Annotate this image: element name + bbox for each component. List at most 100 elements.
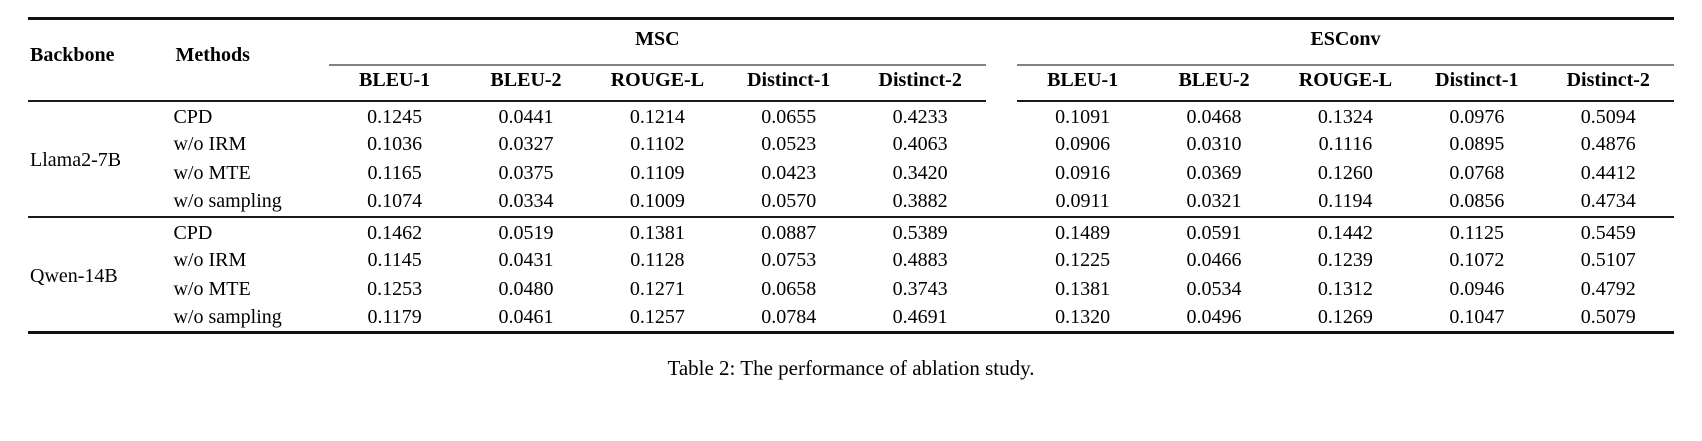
- value-cell: 0.0431: [498, 248, 554, 271]
- value-cell: 0.1109: [630, 161, 685, 184]
- value-cell: 0.1145: [367, 248, 422, 271]
- value-cell: 0.3420: [892, 161, 948, 184]
- method-cell: w/o MTE: [173, 161, 251, 184]
- value-cell: 0.3743: [892, 277, 948, 300]
- table-header: Backbone Methods MSC ESConv BLEU-1 BLEU-…: [28, 18, 1674, 102]
- column-gap: [986, 246, 1017, 275]
- value-cell: 0.1214: [629, 106, 685, 128]
- value-cell: 0.0895: [1449, 132, 1505, 155]
- value-cell: 0.1128: [630, 248, 685, 271]
- value-cell: 0.5389: [892, 222, 948, 244]
- value-cell: 0.5079: [1580, 305, 1636, 328]
- value-cell: 0.0976: [1449, 106, 1505, 128]
- column-header-methods: Methods: [173, 18, 329, 102]
- section-llama2-7b: Llama2-7B CPD 0.1245 0.0441 0.1214 0.065…: [28, 101, 1674, 217]
- column-gap: [986, 130, 1017, 159]
- backbone-cell: Qwen-14B: [30, 264, 118, 287]
- table-row: w/o MTE 0.1165 0.0375 0.1109 0.0423 0.34…: [28, 159, 1674, 188]
- table-row: w/o IRM 0.1036 0.0327 0.1102 0.0523 0.40…: [28, 130, 1674, 159]
- value-cell: 0.0753: [761, 248, 817, 271]
- value-cell: 0.1320: [1055, 305, 1111, 328]
- column-header-msc-bleu2: BLEU-2: [460, 64, 592, 102]
- value-cell: 0.1194: [1318, 190, 1373, 212]
- value-cell: 0.0856: [1449, 190, 1505, 212]
- method-cell: w/o IRM: [173, 248, 247, 271]
- method-cell: w/o sampling: [173, 305, 282, 328]
- value-cell: 0.1074: [367, 190, 423, 212]
- value-cell: 0.1381: [1055, 277, 1111, 300]
- group-header-row: Backbone Methods MSC ESConv: [28, 18, 1674, 102]
- column-header-esconv-bleu2: BLEU-2: [1148, 64, 1280, 102]
- value-cell: 0.0334: [498, 190, 554, 212]
- column-header-backbone: Backbone: [28, 18, 174, 102]
- value-cell: 0.1381: [629, 222, 685, 244]
- value-cell: 0.0570: [761, 190, 817, 212]
- value-cell: 0.0321: [1186, 190, 1242, 212]
- value-cell: 0.1047: [1449, 305, 1505, 328]
- metric-header-row: BLEU-1 BLEU-2 ROUGE-L Distinct-1 Distinc…: [28, 64, 1674, 102]
- value-cell: 0.0375: [498, 161, 554, 184]
- column-header-msc-distinct2: Distinct-2: [854, 64, 986, 102]
- value-cell: 0.1269: [1317, 305, 1373, 328]
- column-gap: [986, 101, 1017, 130]
- group-header-esconv: ESConv: [1016, 18, 1674, 66]
- value-cell: 0.4883: [892, 248, 948, 271]
- value-cell: 0.0887: [761, 222, 817, 244]
- column-header-esconv-distinct1: Distinct-1: [1411, 64, 1543, 102]
- column-header-msc-distinct1: Distinct-1: [723, 64, 855, 102]
- method-cell: w/o IRM: [173, 132, 247, 155]
- value-cell: 0.0523: [761, 132, 817, 155]
- value-cell: 0.0423: [761, 161, 817, 184]
- value-cell: 0.1072: [1449, 248, 1505, 271]
- table-row: Qwen-14B CPD 0.1462 0.0519 0.1381 0.0887…: [28, 217, 1674, 287]
- value-cell: 0.0468: [1186, 106, 1242, 128]
- value-cell: 0.1102: [630, 132, 685, 155]
- value-cell: 0.1091: [1055, 106, 1111, 128]
- value-cell: 0.1179: [367, 305, 422, 328]
- column-gap: [986, 159, 1017, 188]
- table-caption: Table 2: The performance of ablation stu…: [667, 356, 1035, 380]
- column-gap: [986, 19, 1017, 101]
- column-header-esconv-distinct2: Distinct-2: [1542, 64, 1674, 102]
- backbone-cell: Llama2-7B: [30, 149, 122, 171]
- value-cell: 0.0480: [498, 277, 554, 300]
- value-cell: 0.0784: [761, 305, 817, 328]
- value-cell: 0.4063: [892, 132, 948, 155]
- value-cell: 0.1225: [1055, 248, 1111, 271]
- value-cell: 0.4792: [1580, 277, 1636, 300]
- value-cell: 0.4412: [1580, 161, 1636, 184]
- value-cell: 0.0466: [1186, 248, 1242, 271]
- value-cell: 0.1257: [629, 305, 685, 328]
- value-cell: 0.0658: [761, 277, 817, 300]
- column-header-esconv-rougel: ROUGE-L: [1279, 64, 1412, 102]
- value-cell: 0.0946: [1449, 277, 1505, 300]
- table-row: Llama2-7B CPD 0.1245 0.0441 0.1214 0.065…: [28, 101, 1674, 171]
- value-cell: 0.0534: [1186, 277, 1242, 300]
- value-cell: 0.1324: [1317, 106, 1373, 128]
- column-header-msc-rougel: ROUGE-L: [591, 64, 724, 102]
- method-cell: w/o sampling: [173, 190, 282, 212]
- value-cell: 0.1125: [1449, 222, 1504, 244]
- table-row: w/o sampling 0.1074 0.0334 0.1009 0.0570…: [28, 188, 1674, 217]
- value-cell: 0.0496: [1186, 305, 1242, 328]
- value-cell: 0.0768: [1449, 161, 1505, 184]
- value-cell: 0.1489: [1055, 222, 1111, 244]
- value-cell: 0.1245: [367, 106, 423, 128]
- value-cell: 0.0519: [498, 222, 554, 244]
- value-cell: 0.1036: [367, 132, 423, 155]
- value-cell: 0.4734: [1580, 190, 1636, 212]
- column-gap: [986, 217, 1017, 246]
- value-cell: 0.5107: [1580, 248, 1636, 271]
- value-cell: 0.1462: [367, 222, 423, 244]
- column-header-esconv-bleu1: BLEU-1: [1016, 64, 1149, 102]
- table-row: w/o sampling 0.1179 0.0461 0.1257 0.0784…: [28, 304, 1674, 333]
- value-cell: 0.1260: [1317, 161, 1373, 184]
- value-cell: 0.0327: [498, 132, 554, 155]
- value-cell: 0.4876: [1580, 132, 1636, 155]
- value-cell: 0.1116: [1318, 132, 1373, 155]
- value-cell: 0.3882: [892, 190, 948, 212]
- value-cell: 0.4233: [892, 106, 948, 128]
- section-qwen-14b: Qwen-14B CPD 0.1462 0.0519 0.1381 0.0887…: [28, 216, 1674, 333]
- value-cell: 0.1271: [629, 277, 685, 300]
